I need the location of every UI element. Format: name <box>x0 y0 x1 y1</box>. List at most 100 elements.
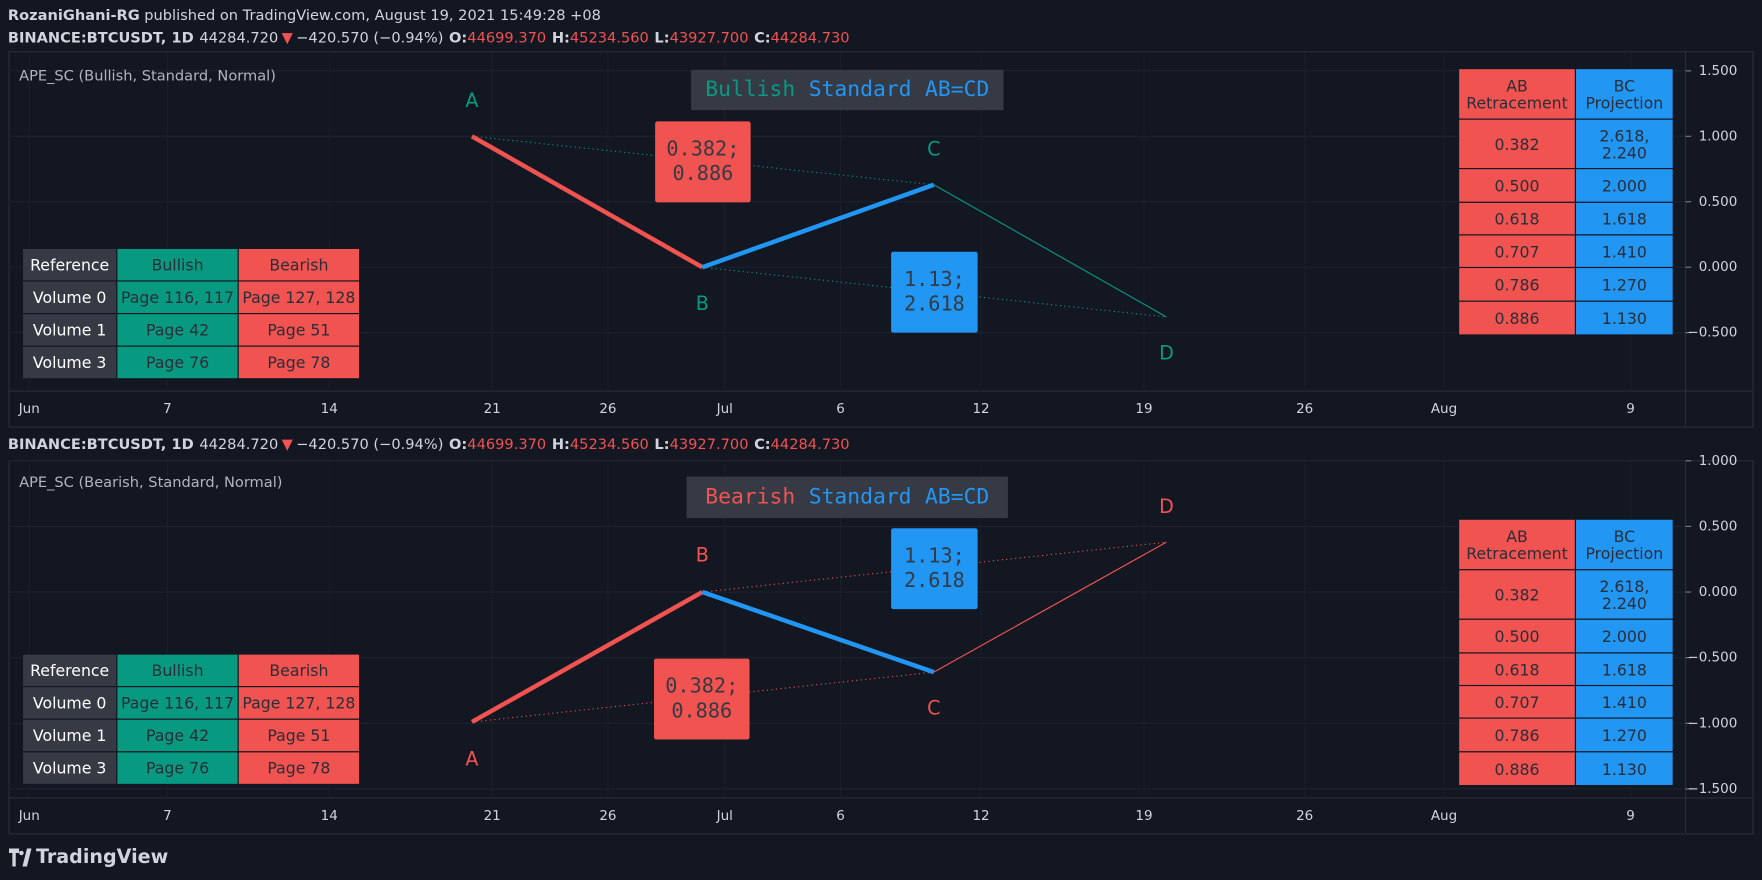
ratio-cell <box>1458 518 1577 571</box>
ohlc-value: 44284.730 <box>771 29 850 46</box>
ratio-table-text-line: 2.618, <box>1599 126 1649 145</box>
ratio-table-text-line: BC <box>1614 76 1636 95</box>
title-box <box>686 476 1008 519</box>
ratio-text-line: 1.13; <box>904 543 965 567</box>
x-tick-label: 6 <box>836 808 845 824</box>
x-tick-label: 26 <box>599 808 616 824</box>
published: published on TradingView.com, August 19,… <box>144 7 601 24</box>
x-tick-label: 21 <box>484 401 501 417</box>
ratio-table-text: 1.410 <box>1602 242 1647 261</box>
reference-text: Volume 1 <box>33 726 106 745</box>
ratio-table-text: 1.130 <box>1602 309 1647 328</box>
ohlc-value: 43927.700 <box>670 436 749 453</box>
indicator-label: APE_SC (Bearish, Standard, Normal) <box>19 474 282 491</box>
symbol: BINANCE:BTCUSDT, 1D <box>8 29 194 46</box>
x-tick-label: 26 <box>1296 808 1313 824</box>
reference-cell <box>21 280 118 315</box>
reference-cell <box>116 718 239 753</box>
ratio-text-line: 0.886 <box>671 698 732 722</box>
reference-text: Page 78 <box>267 353 330 372</box>
change: −420.570 (−0.94%) <box>296 436 443 453</box>
x-tick-label: 9 <box>1626 401 1635 417</box>
ratio-table-text-line: 0.786 <box>1495 275 1540 294</box>
ratio-table-text-line: Retracement <box>1466 93 1568 112</box>
cd-line <box>933 541 1167 673</box>
ratio-table-text: 0.618 <box>1495 660 1540 679</box>
y-tick-label: −0.500 <box>1687 650 1737 666</box>
x-tick-label: 19 <box>1135 808 1152 824</box>
y-tick-label: 1.000 <box>1699 128 1738 144</box>
ratio-table-text-line: 0.786 <box>1495 726 1540 745</box>
ratio-table-text: 0.707 <box>1495 242 1540 261</box>
y-tick-label: 0.500 <box>1699 518 1738 534</box>
x-tick-label: 26 <box>1296 401 1313 417</box>
ratio-cell <box>1574 717 1674 753</box>
x-tick-label: 9 <box>1626 808 1635 824</box>
ohlc-value: 45234.560 <box>570 436 649 453</box>
ratio-table-text: 1.270 <box>1602 275 1647 294</box>
y-tick-label: −0.500 <box>1687 325 1737 341</box>
ratio-table-text-line: 0.618 <box>1495 209 1540 228</box>
ratio-table-text: AB Retracement <box>1466 76 1568 112</box>
ratio-table-text-line: 1.130 <box>1602 759 1647 778</box>
ratio-box <box>655 121 751 203</box>
ratio-table-text: 0.886 <box>1495 309 1540 328</box>
ratio-table-text-line: 0.500 <box>1495 176 1540 195</box>
reference-text: Bullish <box>152 255 204 274</box>
ratio-text: 1.13; 2.618 <box>904 266 965 315</box>
y-tick-label: 0.000 <box>1699 259 1738 275</box>
ratio-table-text-line: 1.618 <box>1602 660 1647 679</box>
x-tick-label: 6 <box>836 401 845 417</box>
reference-text: Bearish <box>269 255 328 274</box>
ratio-table-text-line: 0.500 <box>1495 627 1540 646</box>
ratio-cell <box>1574 68 1674 120</box>
change: −420.570 (−0.94%) <box>296 29 443 46</box>
point-label: A <box>465 89 478 112</box>
reference-cell <box>21 751 118 785</box>
logo: TradingView <box>8 845 168 868</box>
last-price: 44284.720 <box>199 29 278 46</box>
x-tick-label: 21 <box>484 808 501 824</box>
ohlc-key: H: <box>552 29 570 46</box>
ratio-table-text-line: 2.618, <box>1599 577 1649 596</box>
reference-text: Volume 3 <box>33 759 106 778</box>
ratio-table-text-line: Retracement <box>1466 544 1568 563</box>
reference-cell <box>237 686 361 720</box>
brand: TradingView <box>36 845 168 868</box>
reference-text: Reference <box>30 661 109 680</box>
x-tick-label: 12 <box>972 808 989 824</box>
reference-text: Volume 0 <box>33 288 106 307</box>
title-box <box>691 69 1004 111</box>
ratio-cell <box>1458 569 1577 620</box>
reference-text: Page 42 <box>146 726 209 745</box>
ratio-cell <box>1574 300 1674 336</box>
reference-cell <box>237 247 361 282</box>
ratio-cell <box>1574 118 1674 170</box>
ab-line <box>470 134 704 270</box>
reference-cell <box>21 686 118 720</box>
ratio-table-text-line: 0.707 <box>1495 692 1540 711</box>
ratio-table-text-line: 0.707 <box>1495 242 1540 261</box>
ohlc-value: 44699.370 <box>467 29 546 46</box>
last-price: 44284.720 <box>199 436 278 453</box>
ratio-cell <box>1574 168 1674 203</box>
ohlc-key: L: <box>654 436 669 453</box>
ratio-table-text-line: AB <box>1506 527 1528 546</box>
y-tick-label: 0.000 <box>1699 584 1738 600</box>
ratio-table-text-line: BC <box>1614 527 1636 546</box>
reference-cell <box>21 345 118 380</box>
y-tick-label: 1.000 <box>1699 453 1738 469</box>
ratio-table-text: 0.500 <box>1495 627 1540 646</box>
header: RozaniGhani-RG published on TradingView.c… <box>8 7 601 24</box>
ratio-table-text-line: 0.886 <box>1495 759 1540 778</box>
ratio-table-text: 0.786 <box>1495 726 1540 745</box>
y-tick-label: 1.500 <box>1699 63 1738 79</box>
x-tick-label: 7 <box>163 808 172 824</box>
reference-text: Page 116, 117 <box>121 288 234 307</box>
reference-cell <box>237 313 361 347</box>
ratio-table-text: 2.618, 2.240 <box>1599 126 1649 162</box>
ratio-cell <box>1574 518 1674 571</box>
reference-cell <box>237 345 361 380</box>
ratio-table-text-line: 0.382 <box>1495 135 1540 154</box>
ratio-cell <box>1574 751 1674 787</box>
